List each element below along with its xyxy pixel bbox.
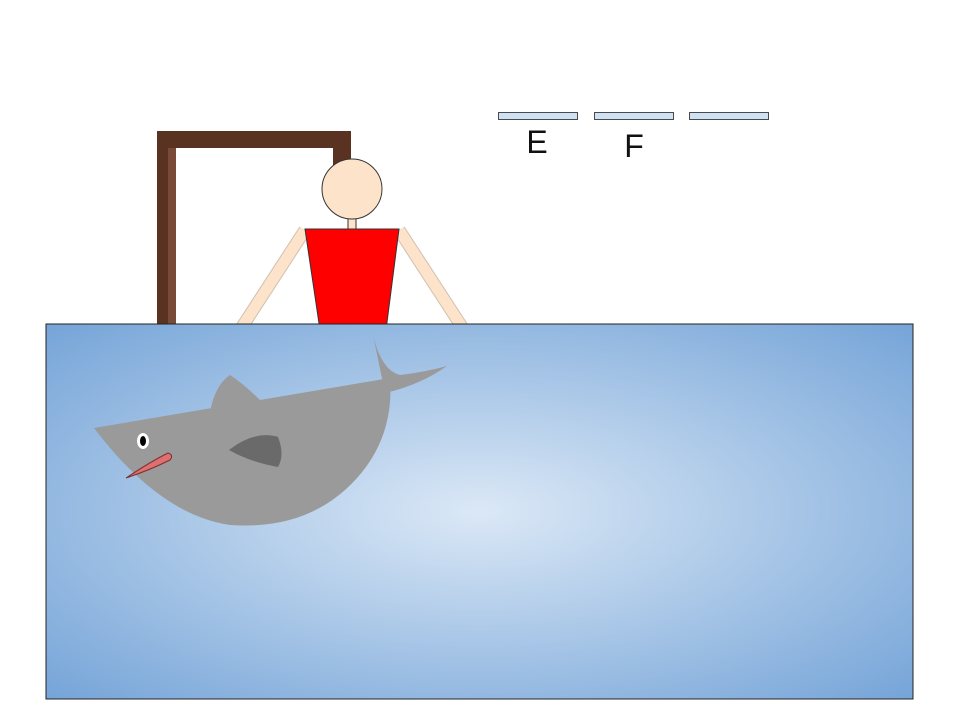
gallows-post-highlight <box>168 146 176 331</box>
letter-slot-3 <box>689 112 769 120</box>
shark-tail <box>372 330 447 393</box>
shark <box>94 330 447 526</box>
guessed-letter-2: F <box>624 128 644 164</box>
shark-mouth <box>125 452 173 479</box>
right-arm-fill <box>394 227 469 333</box>
letter-slot-1 <box>498 112 578 120</box>
letter-slot-2 <box>594 112 674 120</box>
guessed-letter-1: E <box>526 124 548 160</box>
shark-pectoral-fin <box>229 435 282 467</box>
gallows-beam <box>157 131 351 148</box>
water-tank <box>45 323 914 700</box>
gallows-rope-post <box>333 131 351 167</box>
shark-pupil <box>140 436 146 446</box>
hangman-figure <box>234 158 470 334</box>
gallows <box>157 131 351 331</box>
head <box>321 158 383 220</box>
red-shirt <box>304 228 400 331</box>
left-arm-fill <box>235 227 310 333</box>
